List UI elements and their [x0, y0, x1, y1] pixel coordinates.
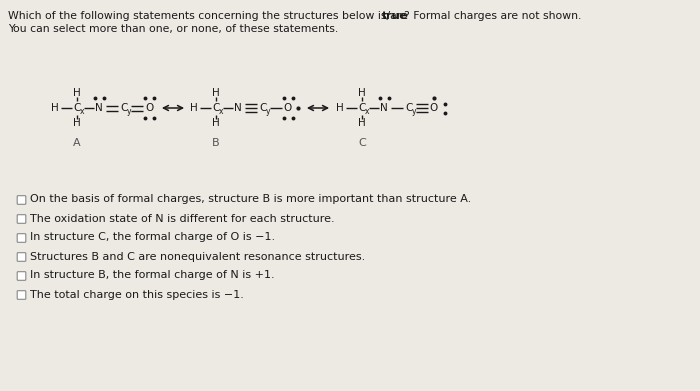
Text: H: H [212, 88, 220, 98]
FancyBboxPatch shape [18, 215, 26, 223]
Text: C: C [212, 103, 220, 113]
Text: Which of the following statements concerning the structures below is/are: Which of the following statements concer… [8, 11, 412, 21]
Text: N: N [380, 103, 388, 113]
Text: y: y [412, 108, 416, 117]
Text: ? Formal charges are not shown.: ? Formal charges are not shown. [404, 11, 582, 21]
Text: C: C [358, 103, 365, 113]
Text: x: x [365, 108, 370, 117]
Text: In structure B, the formal charge of N is +1.: In structure B, the formal charge of N i… [30, 271, 274, 280]
Text: O: O [145, 103, 153, 113]
FancyBboxPatch shape [18, 196, 26, 204]
Text: O: O [430, 103, 438, 113]
Text: C: C [259, 103, 267, 113]
Text: C: C [405, 103, 413, 113]
Text: y: y [127, 108, 132, 117]
FancyBboxPatch shape [18, 291, 26, 299]
Text: H: H [212, 118, 220, 128]
Text: N: N [234, 103, 242, 113]
Text: y: y [266, 108, 270, 117]
Text: H: H [51, 103, 59, 113]
FancyBboxPatch shape [18, 272, 26, 280]
Text: H: H [358, 118, 366, 128]
Text: The total charge on this species is −1.: The total charge on this species is −1. [30, 289, 244, 300]
Text: H: H [358, 88, 366, 98]
Text: x: x [218, 108, 223, 117]
Text: x: x [80, 108, 84, 117]
Text: H: H [73, 88, 81, 98]
Text: H: H [336, 103, 344, 113]
Text: A: A [74, 138, 80, 148]
Text: true: true [382, 11, 407, 21]
FancyBboxPatch shape [18, 253, 26, 261]
Text: N: N [95, 103, 103, 113]
Text: H: H [73, 118, 81, 128]
Text: On the basis of formal charges, structure B is more important than structure A.: On the basis of formal charges, structur… [30, 194, 471, 204]
Text: O: O [284, 103, 292, 113]
Text: Structures B and C are nonequivalent resonance structures.: Structures B and C are nonequivalent res… [30, 251, 365, 262]
FancyBboxPatch shape [18, 234, 26, 242]
Text: C: C [120, 103, 127, 113]
Text: H: H [190, 103, 198, 113]
Text: The oxidation state of N is different for each structure.: The oxidation state of N is different fo… [30, 213, 335, 224]
Text: C: C [358, 138, 366, 148]
Text: You can select more than one, or none, of these statements.: You can select more than one, or none, o… [8, 24, 338, 34]
Text: In structure C, the formal charge of O is −1.: In structure C, the formal charge of O i… [30, 233, 275, 242]
Text: B: B [212, 138, 220, 148]
Text: C: C [74, 103, 80, 113]
